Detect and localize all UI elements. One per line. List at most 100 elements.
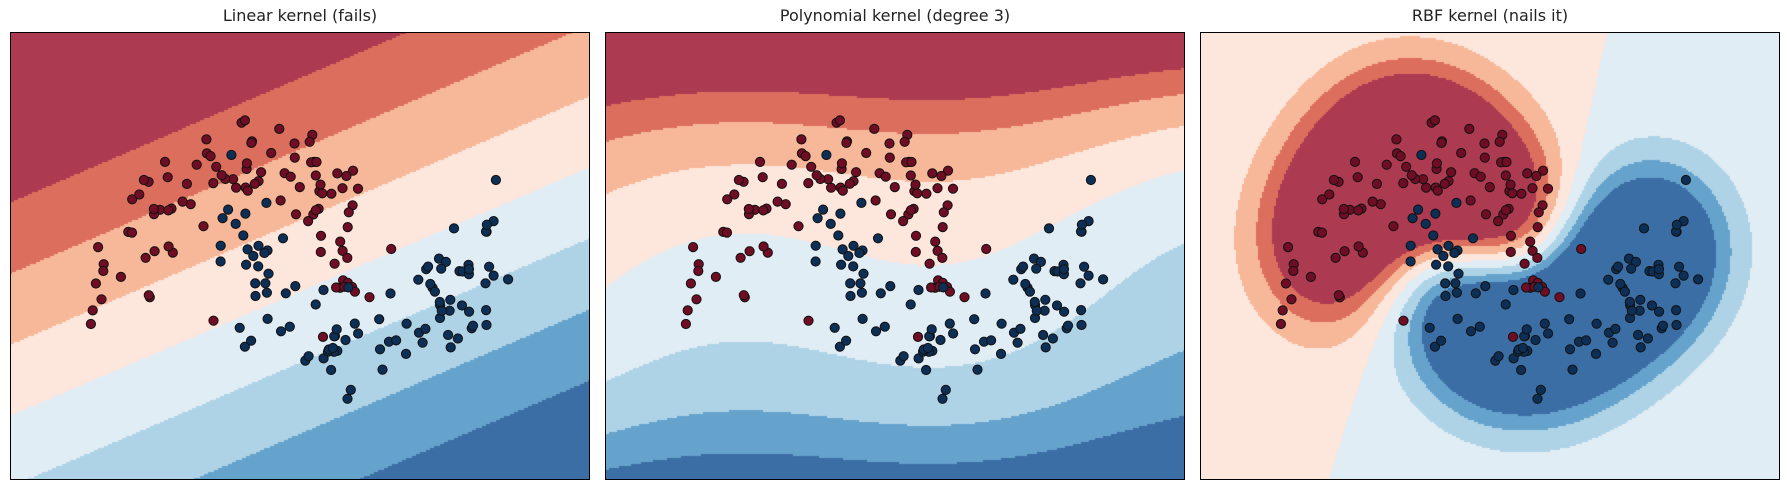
- data-point-blue: [1624, 296, 1635, 308]
- data-point-blue: [854, 247, 865, 259]
- data-point-red: [905, 205, 916, 216]
- data-point-blue: [1449, 247, 1460, 259]
- data-point-blue: [1020, 278, 1031, 290]
- data-point-red: [776, 178, 787, 189]
- data-point-red: [786, 159, 797, 170]
- data-point-blue: [234, 322, 245, 333]
- data-point-blue: [230, 218, 241, 229]
- data-point-red: [758, 205, 769, 216]
- data-point-red: [806, 161, 817, 172]
- data-point-red: [326, 188, 337, 199]
- data-point-red: [861, 147, 872, 159]
- data-point-red: [138, 174, 149, 186]
- data-point-red: [342, 252, 353, 263]
- data-point-blue: [837, 244, 848, 255]
- data-point-blue: [239, 341, 250, 352]
- data-point-blue: [280, 288, 291, 299]
- data-point-red: [1277, 305, 1288, 316]
- data-point-red: [85, 318, 97, 330]
- data-point-blue: [448, 223, 460, 234]
- data-point-blue: [250, 290, 261, 302]
- data-point-blue: [436, 263, 447, 274]
- data-point-red: [1316, 227, 1328, 238]
- data-point-red: [757, 172, 768, 183]
- data-point-blue: [1443, 261, 1454, 272]
- data-point-blue: [1564, 344, 1576, 355]
- data-point-red: [1537, 165, 1549, 176]
- data-point-blue: [262, 313, 273, 324]
- data-point-blue: [1059, 306, 1070, 317]
- data-point-blue: [1590, 348, 1602, 359]
- data-point-red: [1333, 290, 1344, 301]
- data-point-red: [942, 165, 954, 176]
- data-point-red: [844, 178, 855, 189]
- data-point-red: [1464, 123, 1475, 135]
- data-point-red: [733, 174, 744, 186]
- data-point-blue: [1654, 306, 1665, 317]
- data-point-red: [1516, 188, 1527, 199]
- data-point-red: [96, 294, 107, 305]
- data-point-blue: [374, 344, 386, 355]
- data-point-blue: [879, 321, 890, 332]
- data-point-red: [256, 167, 267, 178]
- data-point-red: [1324, 189, 1335, 200]
- data-point-blue: [467, 320, 479, 331]
- data-point-blue: [277, 233, 289, 244]
- panel-rbf-kernel: RBF kernel (nails it): [1200, 0, 1780, 490]
- data-point-red: [163, 241, 174, 252]
- data-point-blue: [1674, 261, 1685, 272]
- data-point-red: [834, 115, 845, 126]
- data-point-blue: [434, 296, 445, 308]
- data-point-blue: [261, 197, 272, 208]
- data-point-blue: [938, 282, 949, 293]
- data-point-red: [198, 221, 209, 232]
- data-point-blue: [1564, 314, 1575, 325]
- data-point-blue: [972, 364, 983, 375]
- data-point-red: [885, 209, 897, 220]
- data-point-red: [239, 115, 250, 126]
- data-point-red: [1576, 243, 1587, 255]
- data-point-blue: [310, 299, 321, 310]
- data-point-red: [126, 227, 138, 238]
- data-point-red: [201, 134, 212, 145]
- data-point-blue: [429, 286, 440, 297]
- data-point-red: [191, 159, 202, 170]
- data-point-blue: [1539, 318, 1550, 329]
- data-point-blue: [1653, 264, 1665, 275]
- data-point-red: [315, 246, 326, 258]
- data-point-red: [811, 170, 822, 181]
- data-point-red: [735, 252, 746, 263]
- data-point-red: [884, 152, 895, 163]
- data-point-blue: [1575, 288, 1586, 299]
- data-point-red: [1505, 179, 1516, 190]
- data-point-red: [743, 203, 754, 215]
- data-point-blue: [215, 240, 226, 251]
- data-point-blue: [1603, 274, 1614, 285]
- data-point-blue: [253, 240, 264, 251]
- data-point-red: [754, 156, 766, 167]
- data-point-red: [1388, 221, 1399, 232]
- data-point-blue: [463, 264, 475, 275]
- data-point-red: [938, 207, 949, 218]
- data-point-red: [163, 205, 174, 216]
- data-point-blue: [331, 324, 342, 335]
- data-point-red: [231, 182, 242, 193]
- data-point-blue: [996, 318, 1007, 329]
- data-point-red: [910, 246, 921, 258]
- decision-boundary-plot: [1200, 32, 1780, 480]
- data-point-red: [880, 171, 891, 182]
- data-point-red: [870, 195, 881, 206]
- data-point-blue: [1543, 328, 1554, 339]
- data-point-blue: [1430, 208, 1441, 219]
- data-point-red: [315, 179, 326, 190]
- data-point-red: [1280, 278, 1292, 289]
- data-point-red: [208, 178, 219, 189]
- data-point-blue: [1443, 240, 1454, 251]
- data-point-blue: [1012, 337, 1023, 348]
- data-point-blue: [845, 278, 856, 289]
- data-point-red: [772, 196, 783, 207]
- data-point-blue: [898, 351, 909, 362]
- data-point-blue: [875, 288, 886, 299]
- data-point-red: [1349, 156, 1361, 167]
- data-point-blue: [980, 288, 991, 299]
